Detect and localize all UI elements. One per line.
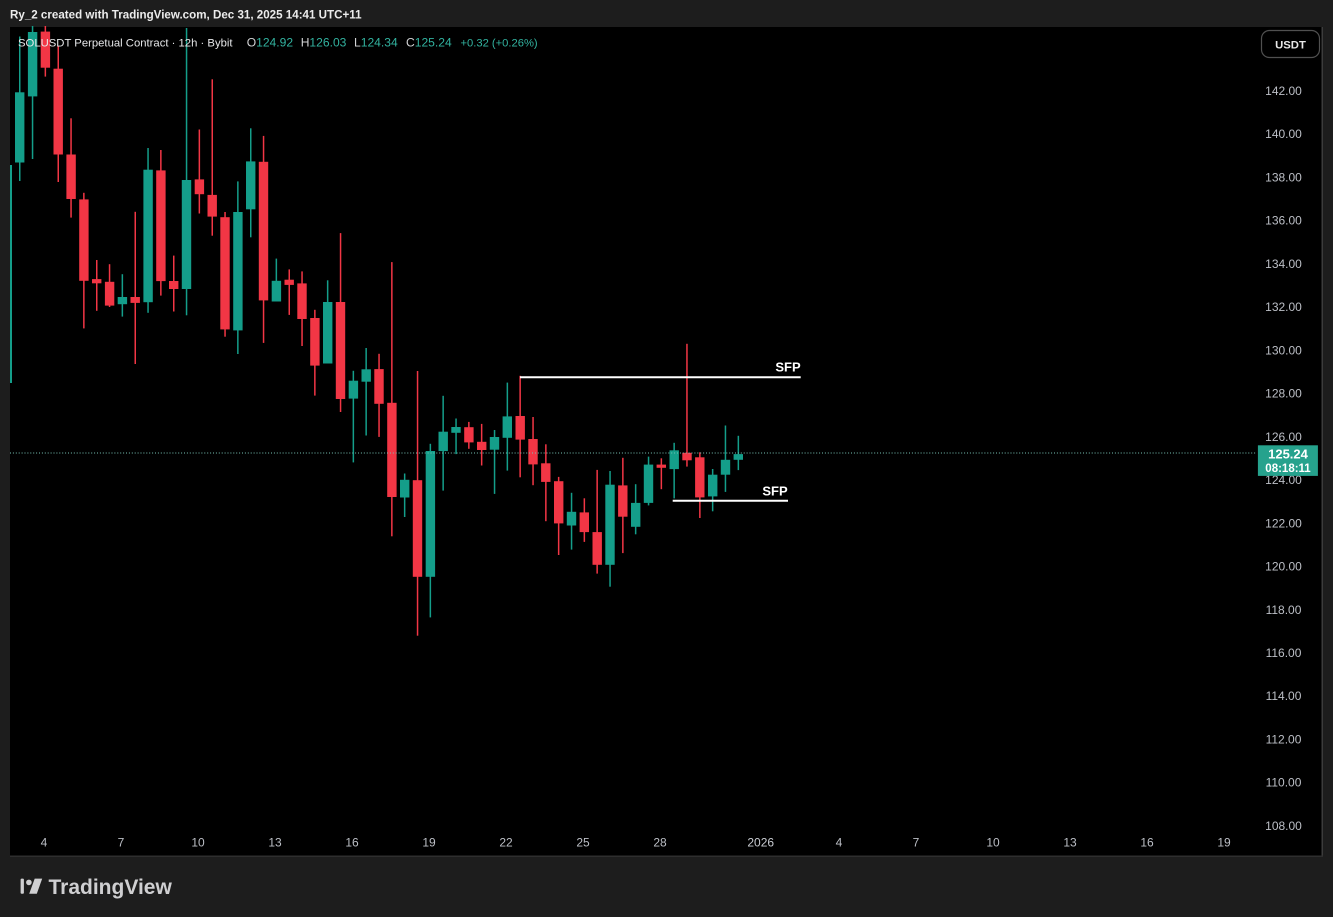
svg-text:116.00: 116.00	[1266, 646, 1302, 660]
svg-text:118.00: 118.00	[1266, 603, 1302, 617]
svg-text:19: 19	[422, 836, 436, 850]
svg-text:4: 4	[836, 836, 843, 850]
svg-text:USDT: USDT	[1275, 40, 1306, 52]
svg-text:112.00: 112.00	[1266, 733, 1302, 747]
svg-text:4: 4	[41, 836, 48, 850]
svg-text:134.00: 134.00	[1265, 257, 1302, 271]
svg-text:136.00: 136.00	[1265, 214, 1302, 228]
svg-text:10: 10	[191, 836, 205, 850]
svg-text:130.00: 130.00	[1265, 343, 1302, 357]
svg-text:7: 7	[118, 836, 125, 850]
svg-text:7: 7	[913, 836, 920, 850]
svg-text:132.00: 132.00	[1265, 300, 1302, 314]
svg-text:H126.03: H126.03	[301, 36, 347, 50]
svg-text:TradingView: TradingView	[49, 876, 173, 899]
svg-text:124.00: 124.00	[1265, 473, 1302, 487]
svg-text:128.00: 128.00	[1265, 387, 1302, 401]
svg-text:O124.92: O124.92	[247, 36, 294, 50]
svg-text:16: 16	[1140, 836, 1154, 850]
svg-text:120.00: 120.00	[1265, 560, 1302, 574]
svg-text:10: 10	[986, 836, 1000, 850]
svg-text:SFP: SFP	[762, 484, 788, 499]
svg-text:25: 25	[576, 836, 590, 850]
svg-text:108.00: 108.00	[1265, 819, 1302, 833]
svg-text:L124.34: L124.34	[354, 36, 398, 50]
svg-text:138.00: 138.00	[1265, 170, 1302, 184]
svg-text:22: 22	[499, 836, 513, 850]
svg-text:16: 16	[345, 836, 359, 850]
svg-text:110.00: 110.00	[1266, 776, 1302, 790]
svg-text:142.00: 142.00	[1265, 84, 1302, 98]
svg-text:C125.24: C125.24	[406, 36, 452, 50]
svg-text:13: 13	[268, 836, 282, 850]
svg-text:114.00: 114.00	[1266, 689, 1302, 703]
svg-text:122.00: 122.00	[1265, 516, 1302, 530]
svg-text:2026: 2026	[747, 836, 774, 850]
svg-text:SOLUSDT Perpetual Contract · 1: SOLUSDT Perpetual Contract · 12h · Bybit	[18, 38, 233, 50]
svg-text:SFP: SFP	[775, 360, 801, 375]
svg-text:+0.32 (+0.26%): +0.32 (+0.26%)	[461, 38, 538, 50]
svg-text:140.00: 140.00	[1265, 127, 1302, 141]
svg-text:08:18:11: 08:18:11	[1265, 463, 1311, 475]
svg-text:13: 13	[1063, 836, 1077, 850]
svg-text:Ry_2 created with TradingView.: Ry_2 created with TradingView.com, Dec 3…	[10, 9, 362, 22]
svg-text:126.00: 126.00	[1265, 430, 1302, 444]
svg-text:125.24: 125.24	[1268, 446, 1309, 461]
svg-text:28: 28	[653, 836, 667, 850]
svg-text:19: 19	[1217, 836, 1231, 850]
